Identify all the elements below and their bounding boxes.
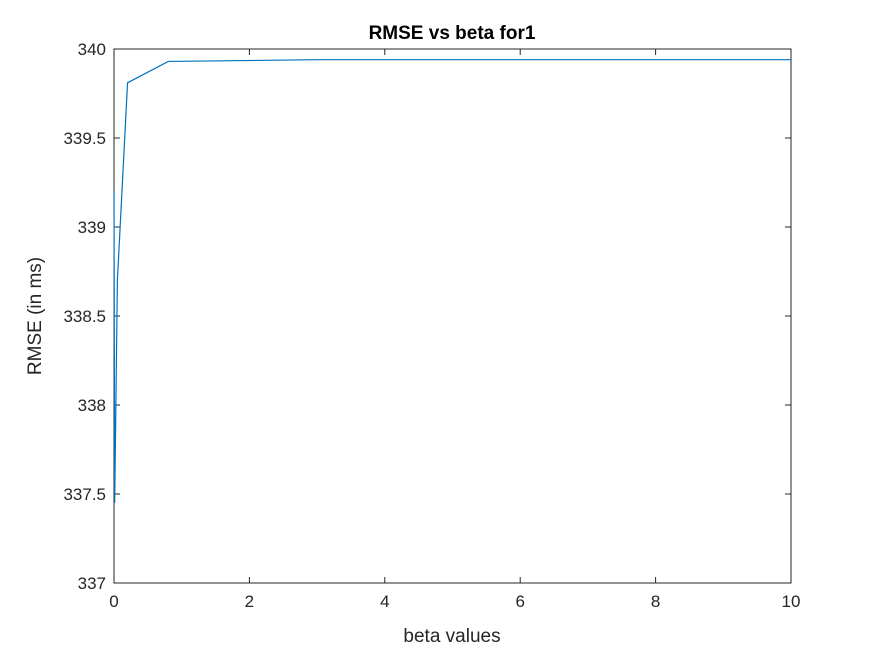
y-tick-label: 337 (78, 574, 106, 593)
y-tick-label: 339 (78, 218, 106, 237)
x-tick-label: 10 (782, 592, 801, 611)
series-layer (113, 59, 791, 503)
x-axis: 0 2 4 6 8 10 (109, 49, 800, 611)
x-tick-label: 4 (380, 592, 389, 611)
series-line (113, 59, 791, 503)
y-tick-label: 338.5 (63, 307, 106, 326)
chart-title: RMSE vs beta for1 (369, 23, 536, 44)
y-tick-label: 338 (78, 396, 106, 415)
y-axis-label: RMSE (in ms) (25, 257, 46, 375)
x-axis-label: beta values (403, 626, 500, 647)
plot-area (113, 48, 792, 584)
y-tick-label: 337.5 (63, 485, 106, 504)
y-tick-label: 339.5 (63, 129, 106, 148)
x-tick-label: 2 (245, 592, 254, 611)
y-tick-label: 340 (78, 40, 106, 59)
x-tick-label: 6 (515, 592, 524, 611)
x-tick-label: 8 (651, 592, 660, 611)
x-tick-label: 0 (109, 592, 118, 611)
